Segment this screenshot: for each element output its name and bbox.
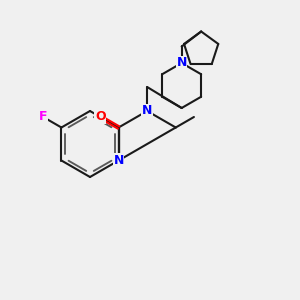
Text: N: N: [142, 104, 152, 118]
Text: N: N: [176, 56, 187, 70]
Text: O: O: [95, 110, 106, 124]
Text: N: N: [113, 154, 124, 167]
Text: F: F: [39, 110, 47, 124]
